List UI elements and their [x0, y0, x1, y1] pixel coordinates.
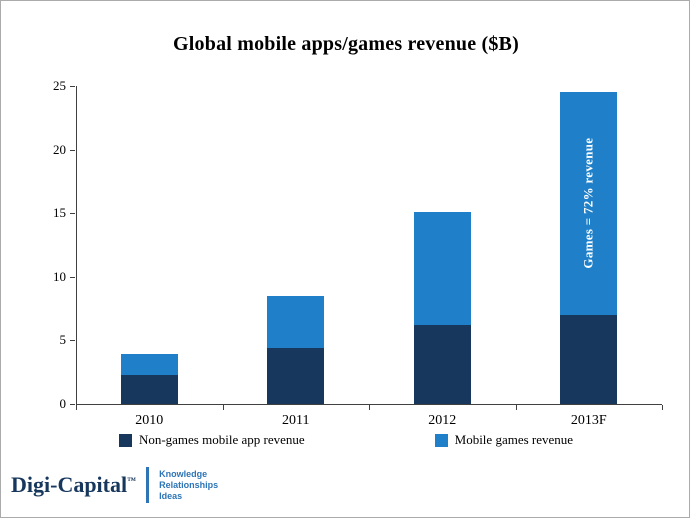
- logo-tagline: Knowledge Relationships Ideas: [159, 469, 218, 502]
- trademark-symbol: ™: [127, 475, 137, 486]
- bar-segment-non-games-2010: [120, 374, 178, 404]
- legend-swatch-non-games: [118, 433, 132, 447]
- x-axis-tick: [515, 405, 517, 410]
- x-axis-tick: [662, 405, 663, 410]
- y-axis-tick: [70, 276, 75, 278]
- bar-segment-games-2013F: [560, 92, 618, 315]
- bar-segment-non-games-2012: [413, 325, 471, 404]
- y-axis-tick-label: 20: [53, 141, 66, 157]
- bar-annotation-games-share: Games = 72% revenue: [580, 138, 596, 270]
- tagline-line: Relationships: [159, 479, 219, 490]
- bar-segment-games-2010: [120, 354, 178, 375]
- bar-segment-games-2012: [413, 211, 471, 326]
- x-axis-category-label: 2012: [428, 413, 457, 428]
- legend-swatch-games: [434, 433, 448, 447]
- y-axis-tick: [70, 213, 75, 215]
- y-axis-tick-label: 5: [59, 332, 67, 348]
- y-axis-line: [76, 86, 77, 405]
- digi-capital-logo: Digi-Capital™ Knowledge Relationships Id…: [11, 467, 218, 503]
- legend-item-non-games: Non-games mobile app revenue: [118, 432, 305, 448]
- y-axis-tick-label: 10: [53, 268, 66, 284]
- tagline-line: Ideas: [159, 490, 183, 501]
- chart-legend: Non-games mobile app revenue Mobile game…: [1, 432, 689, 448]
- x-axis-tick: [369, 405, 370, 410]
- logo-wordmark: Digi-Capital™: [11, 472, 137, 497]
- bar-segment-games-2011: [267, 295, 325, 349]
- x-axis-category-label: 2013F: [570, 413, 607, 428]
- y-axis-tick: [70, 149, 75, 151]
- x-axis-category-label: 2010: [135, 413, 164, 428]
- x-axis-tick: [222, 405, 224, 410]
- y-axis-tick: [70, 404, 75, 405]
- bar-segment-non-games-2011: [267, 348, 325, 404]
- legend-label-games: Mobile games revenue: [454, 432, 574, 447]
- tagline-line: Knowledge: [159, 468, 208, 479]
- chart-title: Global mobile apps/games revenue ($B): [173, 33, 519, 55]
- x-axis-line: [76, 404, 662, 405]
- y-axis-tick-label: 15: [53, 205, 66, 221]
- y-axis-tick: [70, 86, 75, 87]
- legend-item-games: Mobile games revenue: [434, 432, 574, 448]
- logo-divider: [146, 467, 150, 503]
- legend-label-non-games: Non-games mobile app revenue: [138, 432, 305, 447]
- y-axis-tick-label: 0: [59, 396, 67, 411]
- x-axis-category-label: 2011: [282, 413, 310, 428]
- x-axis-tick: [76, 405, 77, 410]
- y-axis-tick-label: 25: [53, 78, 66, 93]
- bar-segment-non-games-2013F: [560, 314, 618, 404]
- y-axis-tick: [70, 340, 75, 342]
